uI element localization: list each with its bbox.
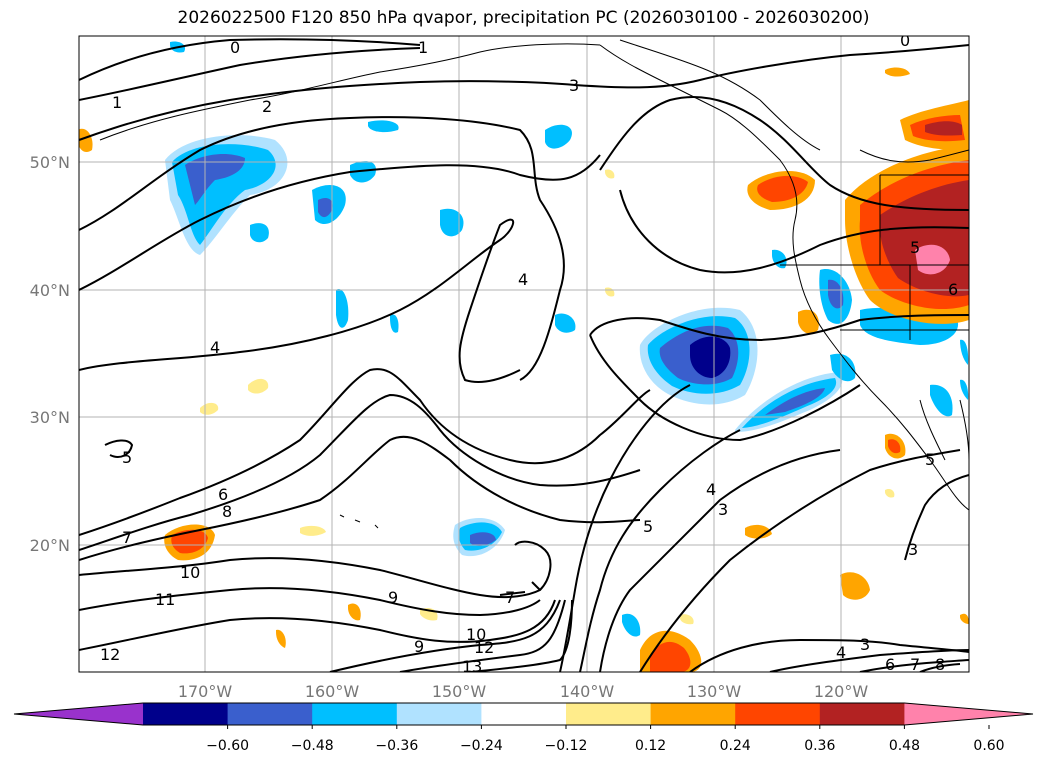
contour-label-12: 12: [474, 638, 494, 657]
contour-label-6: 6: [885, 655, 895, 674]
lon-label: 170°W: [178, 682, 233, 701]
colorbar-segment: [396, 703, 482, 725]
colorbar-segment: [312, 703, 398, 725]
contour-label-2: 2: [262, 97, 272, 116]
contour-label-8: 8: [222, 502, 232, 521]
contour-label-1: 1: [112, 93, 122, 112]
contour-label-5: 5: [122, 448, 132, 467]
contour-label-4: 4: [518, 270, 528, 289]
latitude-labels: 50°N 40°N 30°N 20°N: [30, 153, 70, 555]
colorbar-segment: [650, 703, 736, 725]
contour-label-5: 5: [643, 517, 653, 536]
contour-label-6: 6: [218, 485, 228, 504]
lat-label: 50°N: [30, 153, 70, 172]
colorbar-tick-label: 0.48: [889, 738, 920, 754]
contour-label-11: 11: [155, 590, 175, 609]
colorbar-tick-label: −0.24: [460, 738, 503, 754]
contour-label-3: 3: [569, 76, 579, 95]
contour-label-5: 5: [925, 450, 935, 469]
colorbar-tick-label: −0.36: [375, 738, 418, 754]
longitude-labels: 170°W 160°W 150°W 140°W 130°W 120°W: [178, 682, 869, 701]
lat-label: 30°N: [30, 408, 70, 427]
contour-label-8: 8: [935, 655, 945, 674]
colorbar-segment: [566, 703, 652, 725]
lon-label: 150°W: [432, 682, 487, 701]
colorbar-tick-label: 0.12: [635, 738, 666, 754]
contour-label-5: 5: [910, 238, 920, 257]
coastlines: [99, 39, 969, 529]
colorbar-extension-high: [904, 703, 1033, 725]
contour-label-1: 1: [418, 38, 428, 57]
contour-label-3: 3: [860, 635, 870, 654]
colorbar-tick-label: 0.60: [973, 738, 1004, 754]
contour-label-6: 6: [948, 280, 958, 299]
contour-label-10: 10: [466, 625, 486, 644]
colorbar-tick-label: −0.48: [291, 738, 334, 754]
qvapor-contours: [79, 38, 969, 672]
colorbar: −0.60 −0.48 −0.36 −0.24 −0.12 0.12 0.24 0.36 0.4…: [13, 702, 1034, 754]
contour-label-4: 4: [836, 643, 846, 662]
map-title: 2026022500 F120 850 hPa qvapor, precipit…: [177, 8, 870, 28]
contour-label-13: 13: [462, 657, 482, 676]
colorbar-segment: [227, 703, 313, 725]
contour-label-7: 7: [122, 528, 132, 547]
map-frame: [78, 35, 970, 673]
map-plot-area: 0 0 1 1 2 3 3 3 3 4 4 4 4 5 5 5 5 6 6 6 …: [79, 31, 969, 676]
contour-label-0: 0: [230, 38, 240, 57]
contour-label-9: 9: [388, 588, 398, 607]
lon-label: 130°W: [687, 682, 742, 701]
precip-anomaly-shading: [79, 41, 969, 672]
contour-labels: 0 0 1 1 2 3 3 3 3 4 4 4 4 5 5 5 5 6 6 6 …: [100, 31, 958, 676]
contour-label-0: 0: [900, 31, 910, 50]
contour-label-12: 12: [100, 645, 120, 664]
colorbar-tick-label: 0.24: [720, 738, 751, 754]
lon-label: 140°W: [560, 682, 615, 701]
contour-label-7: 7: [505, 588, 515, 607]
colorbar-segment: [735, 703, 821, 725]
contour-label-9: 9: [414, 637, 424, 656]
lon-label: 160°W: [305, 682, 360, 701]
colorbar-segment: [143, 703, 229, 725]
contour-label-4: 4: [210, 338, 220, 357]
contour-label-3: 3: [718, 500, 728, 519]
colorbar-segment: [819, 703, 905, 725]
colorbar-tick-label: 0.36: [804, 738, 835, 754]
contour-label-4: 4: [706, 480, 716, 499]
contour-label-3: 3: [908, 540, 918, 559]
lon-label: 120°W: [814, 682, 869, 701]
contour-label-7: 7: [910, 655, 920, 674]
colorbar-extension-low: [14, 703, 143, 725]
colorbar-segment: [481, 703, 567, 725]
contour-label-10: 10: [180, 563, 200, 582]
colorbar-tick-label: −0.12: [545, 738, 588, 754]
colorbar-tick-label: −0.60: [206, 738, 249, 754]
lat-label: 20°N: [30, 536, 70, 555]
lat-label: 40°N: [30, 281, 70, 300]
colorbar-outline: [13, 702, 1034, 726]
